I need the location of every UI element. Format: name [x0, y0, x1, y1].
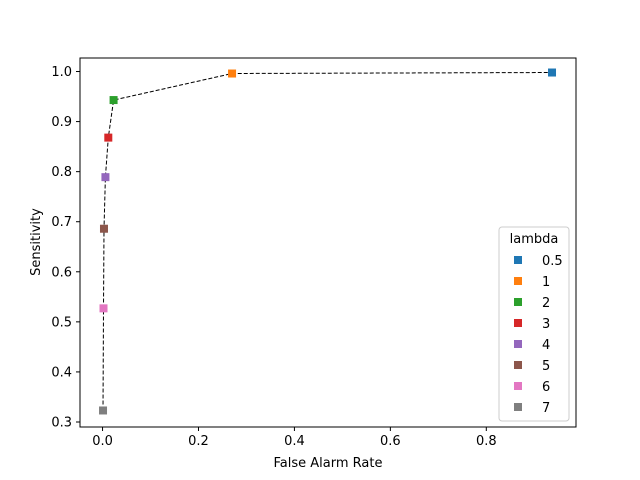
- legend-label: 3: [542, 317, 550, 332]
- y-tick-label: 0.6: [51, 265, 72, 280]
- legend: lambda 0.5 1 2 3 4 5 6 7: [498, 226, 570, 422]
- legend-marker: [514, 340, 522, 348]
- legend-marker: [514, 382, 522, 390]
- legend-marker: [514, 361, 522, 369]
- y-axis-title: Sensitivity: [29, 208, 44, 276]
- legend-marker: [514, 298, 522, 306]
- legend-label: 1: [542, 275, 550, 290]
- data-points: [99, 68, 557, 415]
- point-lambda-4: [101, 173, 110, 182]
- legend-title: lambda: [510, 232, 559, 247]
- x-axis: 0.0 0.2 0.4 0.6 0.8: [92, 427, 497, 449]
- legend-label: 5: [542, 359, 550, 374]
- x-tick-label: 0.4: [284, 434, 305, 449]
- legend-label: 2: [542, 296, 550, 311]
- point-lambda-7: [99, 406, 108, 415]
- y-tick-label: 0.7: [51, 215, 72, 230]
- legend-marker: [514, 319, 522, 327]
- legend-marker: [514, 403, 522, 411]
- dashed-curve: [102, 72, 553, 411]
- legend-marker: [514, 277, 522, 285]
- plot-area: [79, 57, 577, 428]
- legend-label: 6: [542, 380, 550, 395]
- legend-frame: [498, 226, 570, 422]
- legend-label: 0.5: [542, 254, 563, 269]
- connecting-line: [102, 72, 553, 411]
- x-axis-title: False Alarm Rate: [274, 456, 383, 471]
- point-lambda-3: [104, 133, 113, 142]
- legend-label: 7: [542, 401, 550, 416]
- x-tick-label: 0.0: [92, 434, 113, 449]
- point-lambda-2: [109, 96, 118, 105]
- x-tick-label: 0.2: [188, 434, 209, 449]
- y-tick-label: 1.0: [51, 65, 72, 80]
- y-tick-label: 0.8: [51, 165, 72, 180]
- point-lambda-1: [228, 69, 237, 78]
- legend-marker: [514, 256, 522, 264]
- point-lambda-0.5: [548, 68, 557, 77]
- plot-frame: [79, 57, 577, 428]
- x-tick-label: 0.6: [380, 434, 401, 449]
- x-tick-label: 0.8: [476, 434, 497, 449]
- legend-label: 4: [542, 338, 550, 353]
- y-tick-label: 0.4: [51, 365, 72, 380]
- point-lambda-6: [99, 304, 108, 313]
- y-axis: 0.3 0.4 0.5 0.6 0.7 0.8 0.9 1.0: [51, 65, 80, 430]
- y-tick-label: 0.5: [51, 315, 72, 330]
- y-tick-label: 0.9: [51, 115, 72, 130]
- y-tick-label: 0.3: [51, 415, 72, 430]
- point-lambda-5: [99, 224, 108, 233]
